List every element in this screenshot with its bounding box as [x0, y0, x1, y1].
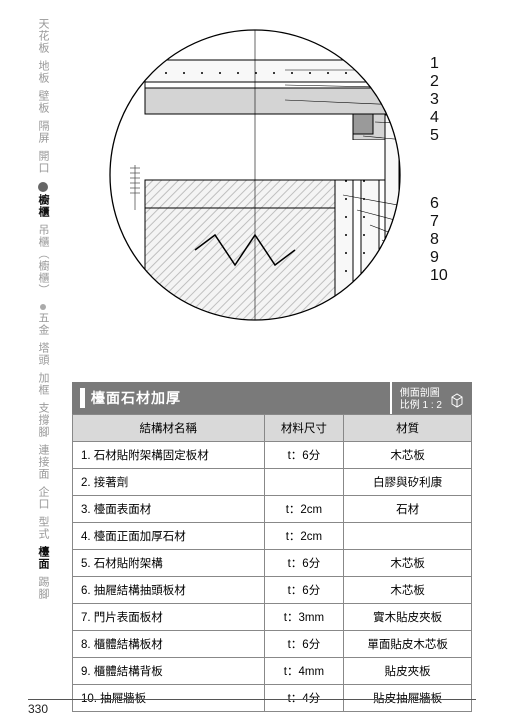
- table-row: 4. 檯面正面加厚石材t：2cm: [73, 523, 472, 550]
- cell-size: [264, 469, 344, 496]
- diagram-label: 1: [430, 55, 439, 73]
- table-row: 6. 抽屜結構抽頭板材t：6分木芯板: [73, 577, 472, 604]
- table-row: 3. 檯面表面材t：2cm石材: [73, 496, 472, 523]
- cell-name: 2. 接著劑: [73, 469, 265, 496]
- sidebar-nav: 天花板地板壁板隔屏開口櫥櫃吊櫃︵櫥櫃︶ 五金塔頭加框支撐腳連接面企口型式檯面踢腳: [34, 18, 52, 698]
- sidebar-item: 櫥櫃: [37, 194, 49, 218]
- diagram-svg: [85, 10, 465, 340]
- cell-name: 8. 櫃體結構板材: [73, 631, 265, 658]
- sidebar-item: 吊櫃︵櫥櫃︶: [37, 224, 49, 296]
- diagram-label: 2: [430, 73, 439, 91]
- sidebar-item: 開口: [37, 150, 49, 174]
- cell-size: t：3mm: [264, 604, 344, 631]
- diagram-label: 10: [430, 267, 448, 285]
- cell-material: 木芯板: [344, 550, 472, 577]
- sidebar-item: 壁板: [37, 90, 49, 114]
- table-row: 2. 接著劑 白膠與矽利康: [73, 469, 472, 496]
- cell-size: t：2cm: [264, 523, 344, 550]
- cell-material: 單面貼皮木芯板: [344, 631, 472, 658]
- sidebar-item: 隔屏: [37, 120, 49, 144]
- sidebar-item: 踢腳: [37, 576, 49, 600]
- diagram-number-labels: 12345 678910: [430, 55, 460, 315]
- cell-material: 貼皮夾板: [344, 658, 472, 685]
- table-title-bar: 檯面石材加厚 側面剖圖 比例 1 : 2: [72, 382, 472, 414]
- cell-size: t：6分: [264, 577, 344, 604]
- sidebar-item: 型式: [37, 516, 49, 540]
- title-right-line1: 側面剖圖: [400, 388, 442, 400]
- cube-icon: [448, 391, 466, 409]
- cell-material: 木芯板: [344, 442, 472, 469]
- cell-size: t：6分: [264, 550, 344, 577]
- cell-size: t：4mm: [264, 658, 344, 685]
- page-number: 330: [28, 699, 476, 716]
- sidebar-item: 企口: [37, 486, 49, 510]
- cell-size: t：6分: [264, 631, 344, 658]
- diagram-label: 5: [430, 127, 439, 145]
- sidebar-item: 檯面: [37, 546, 49, 570]
- sidebar-item: 塔頭: [37, 342, 49, 366]
- cell-name: 3. 檯面表面材: [73, 496, 265, 523]
- sidebar-item: 天花板: [37, 18, 49, 54]
- table-header: 結構材名稱: [73, 415, 265, 442]
- sidebar-dot-icon: [38, 182, 48, 192]
- cell-name: 6. 抽屜結構抽頭板材: [73, 577, 265, 604]
- sidebar-item: 支撐腳: [37, 402, 49, 438]
- diagram-label: 9: [430, 249, 439, 267]
- table-row: 1. 石材貼附架構固定板材t：6分木芯板: [73, 442, 472, 469]
- cell-material: 實木貼皮夾板: [344, 604, 472, 631]
- table-title-right: 側面剖圖 比例 1 : 2: [390, 382, 472, 414]
- table-row: 7. 門片表面板材t：3mm實木貼皮夾板: [73, 604, 472, 631]
- table-row: 5. 石材貼附架構t：6分木芯板: [73, 550, 472, 577]
- section-diagram: 12345 678910: [65, 10, 485, 350]
- table-row: 9. 櫃體結構背板t：4mm貼皮夾板: [73, 658, 472, 685]
- cell-size: t：6分: [264, 442, 344, 469]
- cell-material: 白膠與矽利康: [344, 469, 472, 496]
- diagram-label: 7: [430, 213, 439, 231]
- title-accent-bar: [80, 388, 85, 408]
- materials-table: 結構材名稱材料尺寸材質1. 石材貼附架構固定板材t：6分木芯板2. 接著劑白膠與…: [72, 414, 472, 712]
- table-title: 檯面石材加厚: [91, 382, 390, 414]
- cell-name: 4. 檯面正面加厚石材: [73, 523, 265, 550]
- title-right-line2: 比例 1 : 2: [400, 400, 442, 412]
- table-header: 材料尺寸: [264, 415, 344, 442]
- cell-material: 石材: [344, 496, 472, 523]
- cell-name: 5. 石材貼附架構: [73, 550, 265, 577]
- diagram-label: 8: [430, 231, 439, 249]
- materials-table-wrap: 檯面石材加厚 側面剖圖 比例 1 : 2 結構材名稱材料尺寸材質1. 石材貼附架…: [72, 382, 472, 712]
- sidebar-item: 地板: [37, 60, 49, 84]
- table-header: 材質: [344, 415, 472, 442]
- table-row: 8. 櫃體結構板材t：6分單面貼皮木芯板: [73, 631, 472, 658]
- sidebar-dot-icon: [40, 304, 46, 310]
- cell-name: 1. 石材貼附架構固定板材: [73, 442, 265, 469]
- cell-size: t：2cm: [264, 496, 344, 523]
- sidebar-item: 加框: [37, 372, 49, 396]
- diagram-label: 4: [430, 109, 439, 127]
- sidebar-item: 連接面: [37, 444, 49, 480]
- sidebar-item: 五金: [37, 312, 49, 336]
- cell-name: 7. 門片表面板材: [73, 604, 265, 631]
- diagram-label: 6: [430, 195, 439, 213]
- cell-material: 木芯板: [344, 577, 472, 604]
- cell-name: 9. 櫃體結構背板: [73, 658, 265, 685]
- cell-material: [344, 523, 472, 550]
- diagram-label: 3: [430, 91, 439, 109]
